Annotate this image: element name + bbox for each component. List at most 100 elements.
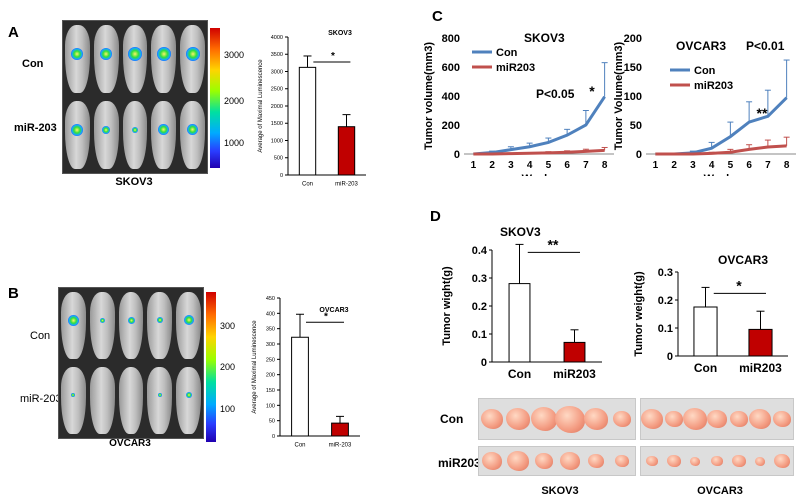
- y-axis-label: Average of Maximal Luminescence: [258, 59, 264, 153]
- significance-marker: *: [736, 277, 742, 293]
- colorbar-tick: 1000: [224, 138, 245, 148]
- y-tick-label: 0: [481, 357, 487, 369]
- tumor-specimen: [613, 410, 631, 428]
- mouse-silhouette: [180, 101, 205, 169]
- chart-title: OVCAR3: [319, 307, 348, 314]
- tumor-specimen: [755, 456, 766, 466]
- tumor-specimen: [731, 454, 746, 468]
- y-tick-label: 1500: [271, 121, 283, 127]
- tumor-signal: [132, 126, 138, 133]
- mouse-silhouette: [147, 367, 173, 434]
- mouse-silhouette: [89, 367, 115, 434]
- image-caption-skov3: SKOV3: [115, 176, 153, 188]
- mouse-silhouette: [176, 292, 201, 359]
- y-tick-label: 150: [266, 388, 275, 394]
- category-label: miR203: [739, 361, 782, 375]
- tumor-specimen: [666, 454, 681, 468]
- x-tick-label: 6: [564, 160, 570, 171]
- tumor-signal: [157, 393, 162, 398]
- tumor-signal: [156, 317, 163, 324]
- row-label-mir203: miR-203: [14, 122, 57, 134]
- y-tick-label: 400: [442, 91, 460, 103]
- y-axis-label: Tumor wight(g): [441, 266, 453, 346]
- luminescence-colorbar: [210, 28, 220, 168]
- mouse-silhouette: [147, 292, 173, 359]
- tumor-signal: [156, 46, 171, 61]
- x-tick-label: 1: [653, 160, 659, 171]
- bar: [337, 126, 356, 176]
- y-tick-label: 250: [266, 357, 275, 363]
- chart-title: SKOV3: [500, 225, 541, 239]
- category-label: Con: [294, 443, 305, 449]
- chart-d-tumor-weight-ovcar3: 0 0.1 0.2 0.3 Con miR203 * OVCAR3 Tumor weight(g…: [633, 253, 788, 375]
- tumor-signal: [71, 393, 76, 398]
- y-tick-label: 0.1: [472, 329, 487, 341]
- tumor-specimen: [690, 456, 701, 466]
- bar: [298, 66, 317, 176]
- tumor-signal: [100, 47, 113, 60]
- y-tick-label: 0.2: [472, 301, 487, 313]
- category-label: miR-203: [329, 443, 352, 449]
- significance-marker: *: [331, 51, 335, 62]
- x-axis-label: Weeks: [704, 173, 739, 176]
- tumor-signal: [187, 124, 199, 136]
- y-tick-label: 100: [624, 91, 642, 103]
- tumor-specimen: [506, 408, 530, 430]
- p-value-annotation: P<0.01: [746, 39, 785, 53]
- legend-label: miR203: [496, 62, 535, 74]
- mouse-silhouette: [122, 101, 148, 169]
- image-caption-ovcar3: OVCAR3: [109, 438, 151, 449]
- bar: [508, 283, 531, 363]
- colorbar-tick: 300: [220, 321, 236, 331]
- x-tick-label: 8: [602, 160, 608, 171]
- significance-marker: *: [324, 311, 328, 322]
- tumor-specimen: [507, 451, 529, 471]
- mouse-silhouette: [151, 101, 177, 169]
- chart-c-tumor-volume-skov3: 0 200 400 600 800 1 2 3 4 5 6 7 8 Con miR203 SKOV3 Weeks…: [423, 31, 614, 176]
- mouse-silhouette: [93, 101, 119, 169]
- category-label: miR-203: [335, 182, 358, 188]
- bar: [563, 341, 586, 363]
- tumor-specimen: [707, 410, 727, 428]
- chart-c-tumor-volume-ovcar3: 0 50 100 150 200 1 2 3 4 5 6 7 8 Con miR203 OVCAR3 Weeks…: [613, 33, 796, 176]
- tumor-specimen: [729, 410, 748, 428]
- colorbar-tick: 3000: [224, 50, 245, 60]
- x-tick-label: 5: [546, 160, 552, 171]
- tumor-signal: [185, 46, 200, 61]
- x-tick-label: 2: [671, 160, 677, 171]
- panel-letter-a: A: [8, 24, 19, 41]
- y-tick-label: 350: [266, 327, 275, 333]
- bar: [291, 336, 309, 437]
- tumor-specimen: [535, 452, 553, 470]
- tumor-signal: [102, 125, 111, 134]
- legend-label: Con: [694, 65, 716, 77]
- x-axis-label: Weeks: [522, 173, 557, 176]
- chart-d-tumor-weight-skov3: 0 0.1 0.2 0.3 0.4 Con miR203 ** SKOV3 Tumor wight…: [441, 225, 602, 381]
- tumor-specimen: [749, 409, 772, 429]
- tumor-photo-skov3-mir203: [478, 446, 636, 476]
- y-tick-label: 0: [272, 434, 275, 440]
- y-tick-label: 3000: [271, 69, 283, 75]
- y-tick-label: 300: [266, 342, 275, 348]
- row-label-con: Con: [30, 330, 51, 342]
- chart-title: SKOV3: [524, 31, 565, 45]
- tumor-signal: [127, 316, 135, 324]
- x-tick-label: 3: [508, 160, 514, 171]
- bar: [693, 306, 718, 357]
- tumor-specimen: [531, 407, 557, 431]
- y-tick-label: 0: [454, 149, 460, 161]
- y-tick-label: 50: [269, 419, 275, 425]
- bioluminescence-image-ovcar3: [58, 287, 204, 439]
- panel-letter-b: B: [8, 285, 19, 302]
- series-line: [655, 144, 787, 156]
- significance-marker: *: [589, 83, 595, 99]
- y-tick-label: 4000: [271, 35, 283, 41]
- luminescence-colorbar: [206, 292, 216, 442]
- y-tick-label: 200: [442, 120, 460, 132]
- bar: [748, 328, 773, 357]
- bar: [331, 422, 349, 437]
- chart-a-luminescence-skov3: 0 500 1000 1500 2000 2500 3000 3500 4000 Con miR-2…: [258, 30, 366, 188]
- tumor-specimen: [555, 405, 585, 433]
- bioluminescence-image-skov3: [62, 20, 208, 174]
- y-tick-label: 600: [442, 62, 460, 74]
